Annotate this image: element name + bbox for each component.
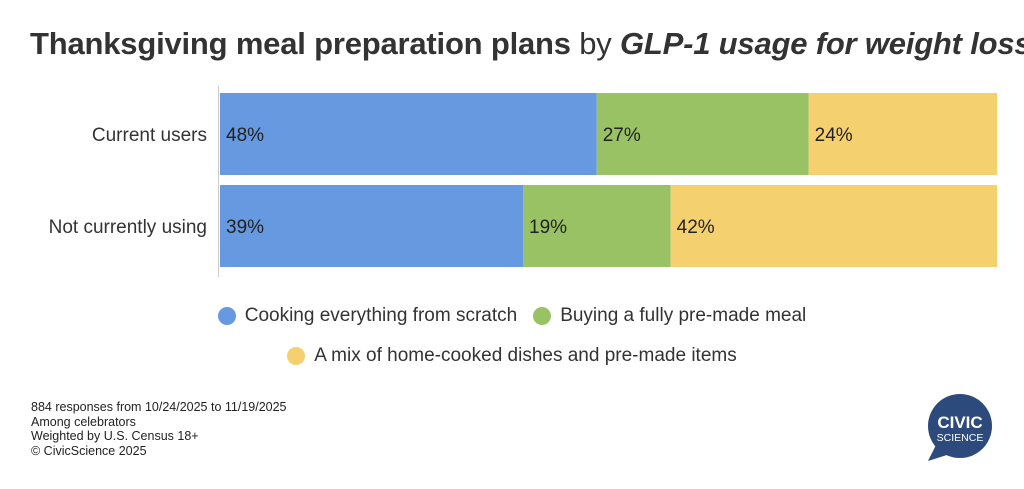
- footnote-weighting: Weighted by U.S. Census 18+: [31, 429, 199, 443]
- civicscience-logo: CIVIC SCIENCE: [928, 394, 992, 461]
- logo-badge-circle: [928, 394, 992, 458]
- data-label: 48%: [226, 125, 264, 146]
- legend-swatch-mix: [287, 347, 306, 365]
- chart-title: Thanksgiving meal preparation plans by G…: [30, 26, 1024, 62]
- logo-text-civic: CIVIC: [937, 413, 982, 432]
- footnote-responses: 884 responses from 10/24/2025 to 11/19/2…: [31, 400, 287, 414]
- chart-title-italic: GLP-1 usage for weight loss: [619, 26, 1024, 61]
- data-label: 42%: [677, 217, 715, 238]
- chart-title-connector: by: [570, 26, 620, 61]
- legend-item-mix: A mix of home-cooked dishes and pre-made…: [287, 345, 737, 367]
- legend-row-2: A mix of home-cooked dishes and pre-made…: [0, 345, 1024, 367]
- legend-swatch-scratch: [217, 307, 236, 325]
- chart-title-bold: Thanksgiving meal preparation plans: [30, 26, 571, 61]
- bar-segment: [596, 93, 809, 175]
- data-label: 19%: [529, 217, 567, 238]
- logo-text-science: SCIENCE: [937, 432, 984, 444]
- logo-speech-tail: [928, 445, 950, 461]
- footnotes: 884 responses from 10/24/2025 to 11/19/2…: [31, 400, 287, 458]
- data-label: 27%: [603, 125, 641, 146]
- bar-segment: [523, 185, 671, 267]
- category-label: Current users: [92, 125, 207, 146]
- bar-segment: [220, 185, 524, 267]
- legend-label-scratch: Cooking everything from scratch: [244, 305, 518, 326]
- footnote-copyright: © CivicScience 2025: [31, 443, 147, 458]
- legend-swatch-premade: [533, 307, 552, 325]
- bar-segment: [670, 185, 997, 267]
- footnote-population: Among celebrators: [31, 414, 136, 429]
- data-label: 24%: [815, 125, 853, 146]
- legend-item-scratch: Cooking everything from scratch: [217, 305, 518, 327]
- category-label: Not currently using: [49, 217, 207, 238]
- data-label: 39%: [226, 217, 264, 238]
- legend-row-1: Cooking everything from scratch Buying a…: [0, 305, 1024, 327]
- stacked-bar-chart: 48% 27% 24% Current users 39% 19% 42% Not curre…: [49, 86, 997, 277]
- legend-label-premade: Buying a fully pre-made meal: [560, 305, 807, 326]
- legend-label-mix: A mix of home-cooked dishes and pre-made…: [314, 345, 737, 366]
- legend-item-premade: Buying a fully pre-made meal: [533, 305, 806, 327]
- bar-segment: [220, 93, 597, 175]
- bar-segment: [808, 93, 997, 175]
